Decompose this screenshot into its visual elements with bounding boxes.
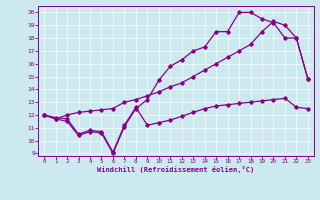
X-axis label: Windchill (Refroidissement éolien,°C): Windchill (Refroidissement éolien,°C) <box>97 166 255 173</box>
